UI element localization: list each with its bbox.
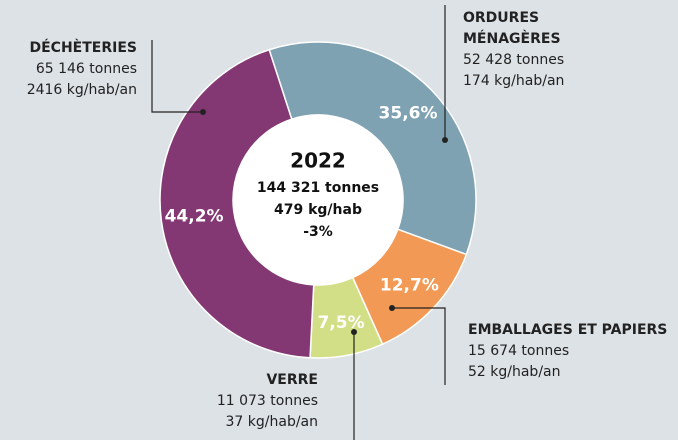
- callout-line: [151, 40, 203, 113]
- donut-hole: [233, 115, 403, 285]
- percent-label: 12,7%: [380, 275, 439, 295]
- per-capita: 174 kg/hab/an: [463, 73, 565, 89]
- center-year: 2022: [290, 149, 346, 173]
- callout-dot: [351, 329, 357, 335]
- percent-label: 7,5%: [317, 313, 364, 333]
- percent-label: 35,6%: [379, 103, 438, 123]
- category-name: DÉCHÈTERIES: [29, 40, 138, 56]
- per-capita: 37 kg/hab/an: [225, 414, 318, 430]
- callout-line: [392, 307, 446, 385]
- callout: VERRE 11 073 tonnes 37 kg/hab/an: [217, 370, 318, 433]
- callout: DÉCHÈTERIES 65 146 tonnes 2416 kg/hab/an: [27, 38, 137, 101]
- per-capita: 52 kg/hab/an: [468, 364, 561, 380]
- callout: ORDURES MÉNAGÈRES 52 428 tonnes 174 kg/hab…: [463, 8, 593, 92]
- callout-dot: [389, 305, 395, 311]
- callout: EMBALLAGES ET PAPIERS 15 674 tonnes 52 kg/…: [468, 320, 678, 383]
- tonnes: 52 428 tonnes: [463, 52, 565, 68]
- category-name: VERRE: [266, 372, 318, 388]
- tonnes: 15 674 tonnes: [468, 343, 570, 359]
- per-capita: 2416 kg/hab/an: [26, 82, 137, 98]
- tonnes: 65 146 tonnes: [35, 61, 137, 77]
- center-total: 144 321 tonnes: [257, 180, 379, 196]
- callout-dot: [442, 137, 448, 143]
- category-name: ORDURES MÉNAGÈRES: [463, 10, 561, 47]
- center-change: -3%: [303, 224, 333, 240]
- category-name: EMBALLAGES ET PAPIERS: [468, 322, 668, 338]
- tonnes: 11 073 tonnes: [216, 393, 318, 409]
- percent-label: 44,2%: [165, 206, 224, 226]
- callout-dot: [200, 109, 206, 115]
- center-per-capita: 479 kg/hab: [274, 202, 362, 218]
